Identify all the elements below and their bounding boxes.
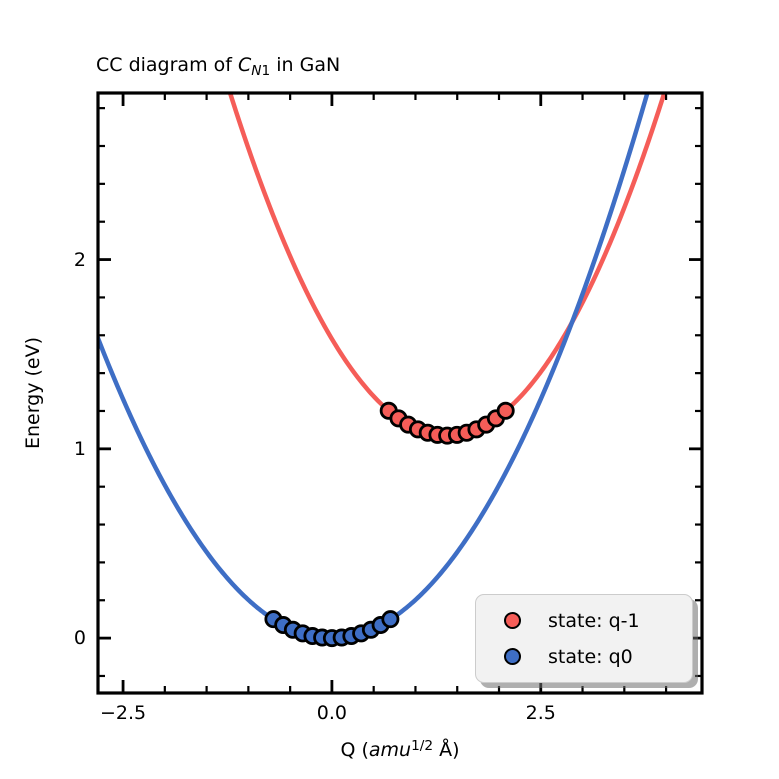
x-axis-label: Q (amu1/2 Å)	[200, 738, 600, 761]
legend-marker-state-q-1-icon	[504, 612, 521, 629]
title-suffix: in GaN	[270, 54, 341, 76]
legend-label-state-q0: state: q0	[548, 645, 633, 668]
xlabel-prefix: Q (	[340, 739, 369, 762]
xlabel-suffix: Å)	[433, 739, 460, 762]
points-q-1	[379, 401, 515, 445]
data-point-q0	[381, 610, 400, 629]
legend-item-state-q0: state: q0	[504, 645, 692, 668]
title-prefix: CC diagram of	[96, 54, 238, 76]
plot-area	[98, 93, 667, 648]
legend: state: q-1 state: q0	[475, 594, 693, 683]
xlabel-superscript: 1/2	[411, 738, 434, 754]
x-tick-label: 0.0	[316, 702, 348, 724]
axes-spines	[96, 91, 704, 695]
x-tick-label: −2.5	[99, 702, 147, 724]
y-tick-label: 1	[73, 437, 86, 460]
legend-label-state-q-1: state: q-1	[548, 609, 640, 632]
xlabel-unit: amu	[368, 739, 412, 762]
chart-title: CC diagram of CN1 in GaN	[96, 54, 340, 79]
legend-item-state-q-1: state: q-1	[504, 609, 692, 632]
x-tick-label: 2.5	[525, 702, 556, 724]
y-tick-label: 2	[73, 248, 86, 271]
curve-q0	[98, 93, 650, 641]
title-symbol: C	[237, 54, 252, 76]
title-subscript-italic: N	[251, 62, 262, 79]
points-q0	[264, 610, 400, 648]
legend-marker-state-q0-icon	[504, 648, 521, 665]
title-subscript-roman: 1	[261, 62, 271, 79]
y-tick-label: 0	[73, 627, 86, 650]
data-point-q-1	[496, 401, 515, 420]
